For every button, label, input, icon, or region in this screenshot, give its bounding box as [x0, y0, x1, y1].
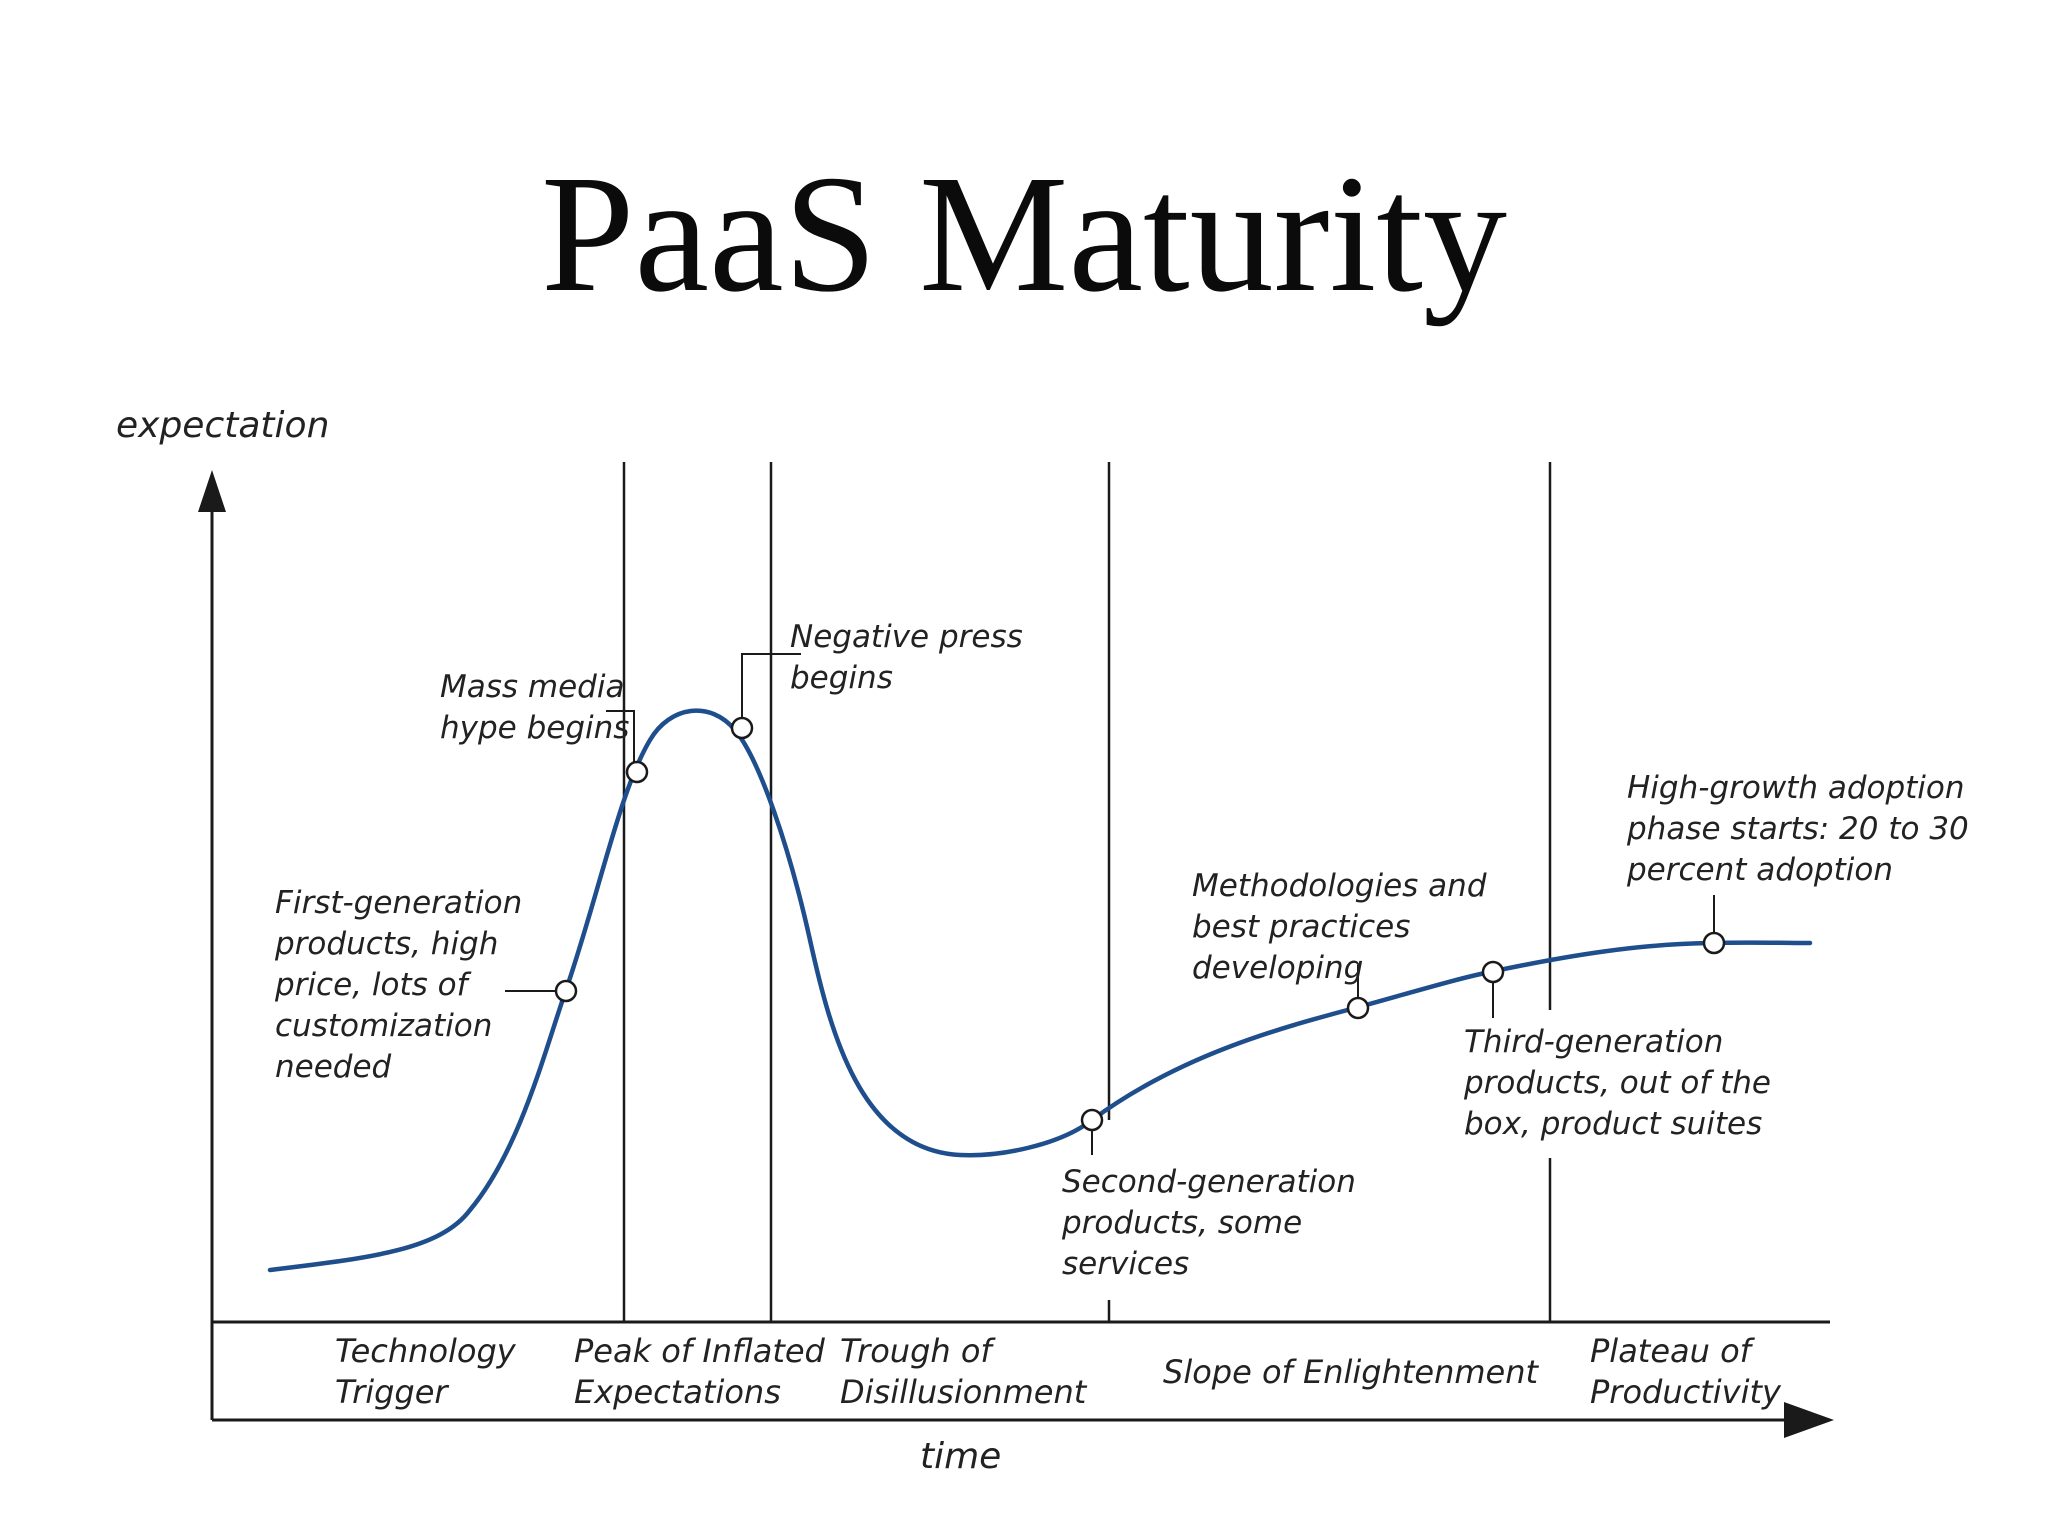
- phase-label-plateau: Plateau of Productivity: [1590, 1332, 1782, 1411]
- milestone-marker: [1346, 996, 1370, 1020]
- milestone-marker: [1702, 931, 1726, 955]
- phase-label-peak: Peak of Inflated Expectations: [574, 1332, 835, 1411]
- x-axis-label: time: [920, 1436, 1001, 1477]
- annotation-methodologies: Methodologies and best practices develop…: [1192, 868, 1496, 986]
- y-axis-label: expectation: [116, 405, 329, 446]
- phase-label-technology-trigger: Technology Trigger: [335, 1332, 526, 1411]
- milestone-marker: [730, 716, 754, 740]
- annotation-negative-press: Negative press begins: [790, 619, 1033, 696]
- milestone-marker: [1080, 1108, 1104, 1132]
- annotation-second-generation: Second-generation products, some service…: [1061, 1164, 1366, 1282]
- annotation-mass-media: Mass media hype begins: [440, 669, 634, 746]
- page-title: PaaS Maturity: [541, 141, 1507, 327]
- milestone-marker: [554, 979, 578, 1003]
- hype-curve: [267, 708, 1813, 1273]
- y-axis-arrow: [198, 470, 226, 512]
- x-axis-arrow: [1784, 1402, 1834, 1438]
- annotation-third-generation: Third-generation products, out of the bo…: [1463, 1024, 1781, 1142]
- annotation-high-growth: High-growth adoption phase starts: 20 to…: [1626, 770, 1979, 888]
- milestone-marker: [1481, 960, 1505, 984]
- annotation-first-generation: First-generation products, high price, l…: [274, 885, 532, 1085]
- phase-label-trough: Trough of Disillusionment: [840, 1332, 1088, 1411]
- milestone-marker: [625, 760, 649, 784]
- phase-label-slope: Slope of Enlightenment: [1163, 1353, 1540, 1391]
